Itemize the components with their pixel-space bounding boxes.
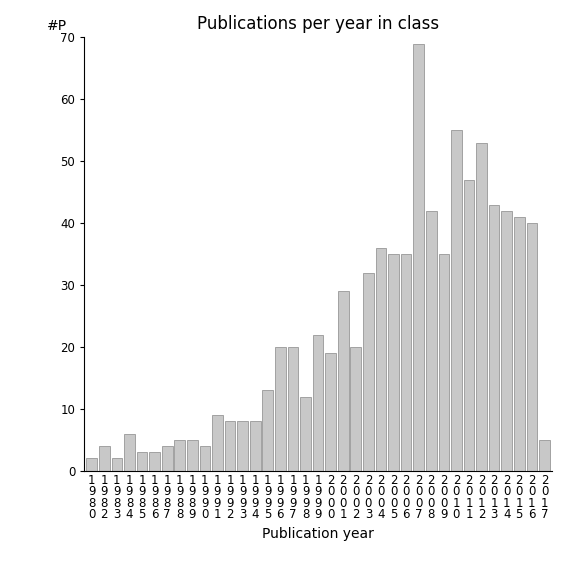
Bar (263, 390, 273, 471)
Text: #P: #P (46, 19, 67, 33)
Bar (375, 248, 386, 471)
Bar (212, 415, 223, 471)
Title: Publications per year in class: Publications per year in class (197, 15, 439, 33)
Bar (275, 347, 286, 471)
Bar (149, 452, 160, 471)
X-axis label: Publication year: Publication year (262, 527, 374, 541)
Bar (137, 452, 147, 471)
Bar (514, 217, 524, 471)
Bar (225, 421, 235, 471)
Bar (187, 440, 198, 471)
Bar (527, 223, 537, 471)
Bar (464, 180, 475, 471)
Bar (489, 205, 500, 471)
Bar (287, 347, 298, 471)
Bar (300, 396, 311, 471)
Bar (388, 254, 399, 471)
Bar (476, 143, 487, 471)
Bar (539, 440, 550, 471)
Bar (325, 353, 336, 471)
Bar (200, 446, 210, 471)
Bar (175, 440, 185, 471)
Bar (313, 335, 323, 471)
Bar (237, 421, 248, 471)
Bar (112, 459, 122, 471)
Bar (86, 459, 97, 471)
Bar (451, 130, 462, 471)
Bar (401, 254, 412, 471)
Bar (99, 446, 109, 471)
Bar (501, 211, 512, 471)
Bar (426, 211, 437, 471)
Bar (124, 434, 135, 471)
Bar (363, 273, 374, 471)
Bar (338, 291, 349, 471)
Bar (162, 446, 172, 471)
Bar (413, 44, 424, 471)
Bar (438, 254, 449, 471)
Bar (250, 421, 261, 471)
Bar (350, 347, 361, 471)
